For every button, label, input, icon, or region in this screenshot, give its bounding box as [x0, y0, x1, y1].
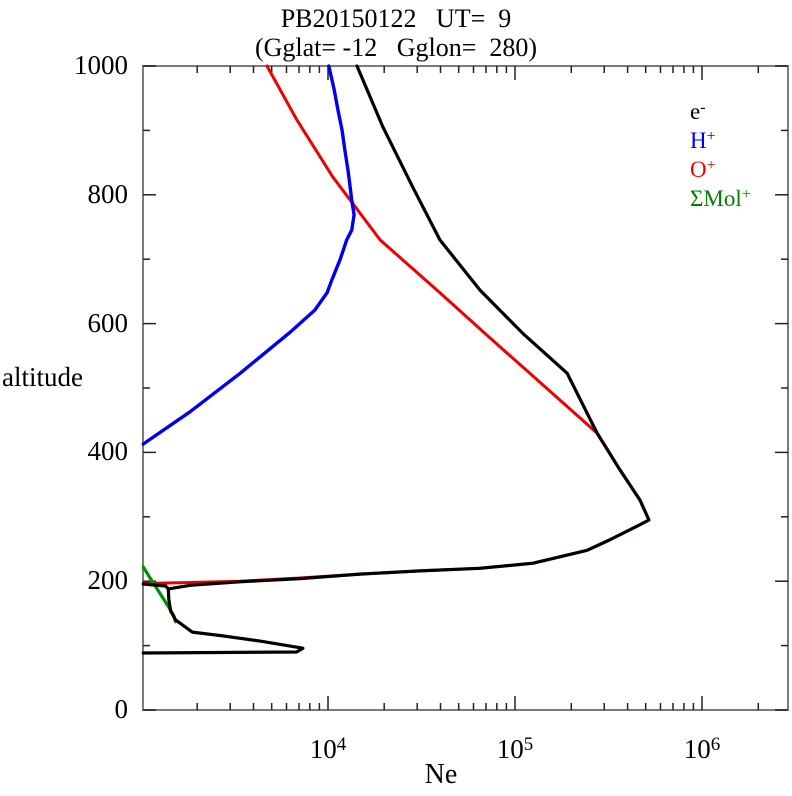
series-O+-curve [141, 64, 651, 585]
x-tick-label-1e5: 105 [496, 734, 534, 764]
y-tick-label-1000: 1000 [74, 49, 128, 80]
x-tick-label-1e4: 104 [309, 734, 347, 764]
x-tick-label-1e6: 106 [683, 734, 721, 764]
y-axis-title: altitude [2, 362, 83, 392]
legend-item-ΣMol: ΣMol+ [690, 186, 751, 211]
series-H+-curve [141, 64, 356, 446]
y-tick-label-400: 400 [87, 436, 129, 467]
legend-item-e: e- [690, 99, 706, 124]
y-tick-label-600: 600 [87, 307, 129, 338]
chart-title-line2: (Gglat= -12 Gglon= 280) [254, 33, 538, 62]
y-tick-label-200: 200 [87, 565, 129, 596]
chart-title-line1: PB20150122 UT= 9 [280, 4, 512, 33]
y-tick-label-800: 800 [87, 178, 129, 209]
series-e--curve [141, 64, 651, 591]
legend-item-O: O+ [690, 157, 716, 182]
legend-item-H: H+ [690, 128, 716, 153]
series-e--curve [141, 587, 305, 655]
legend: e- H+ O+ ΣMol+ [690, 99, 751, 211]
y-tick-label-0: 0 [114, 693, 129, 724]
x-axis-title: Ne [424, 759, 458, 790]
